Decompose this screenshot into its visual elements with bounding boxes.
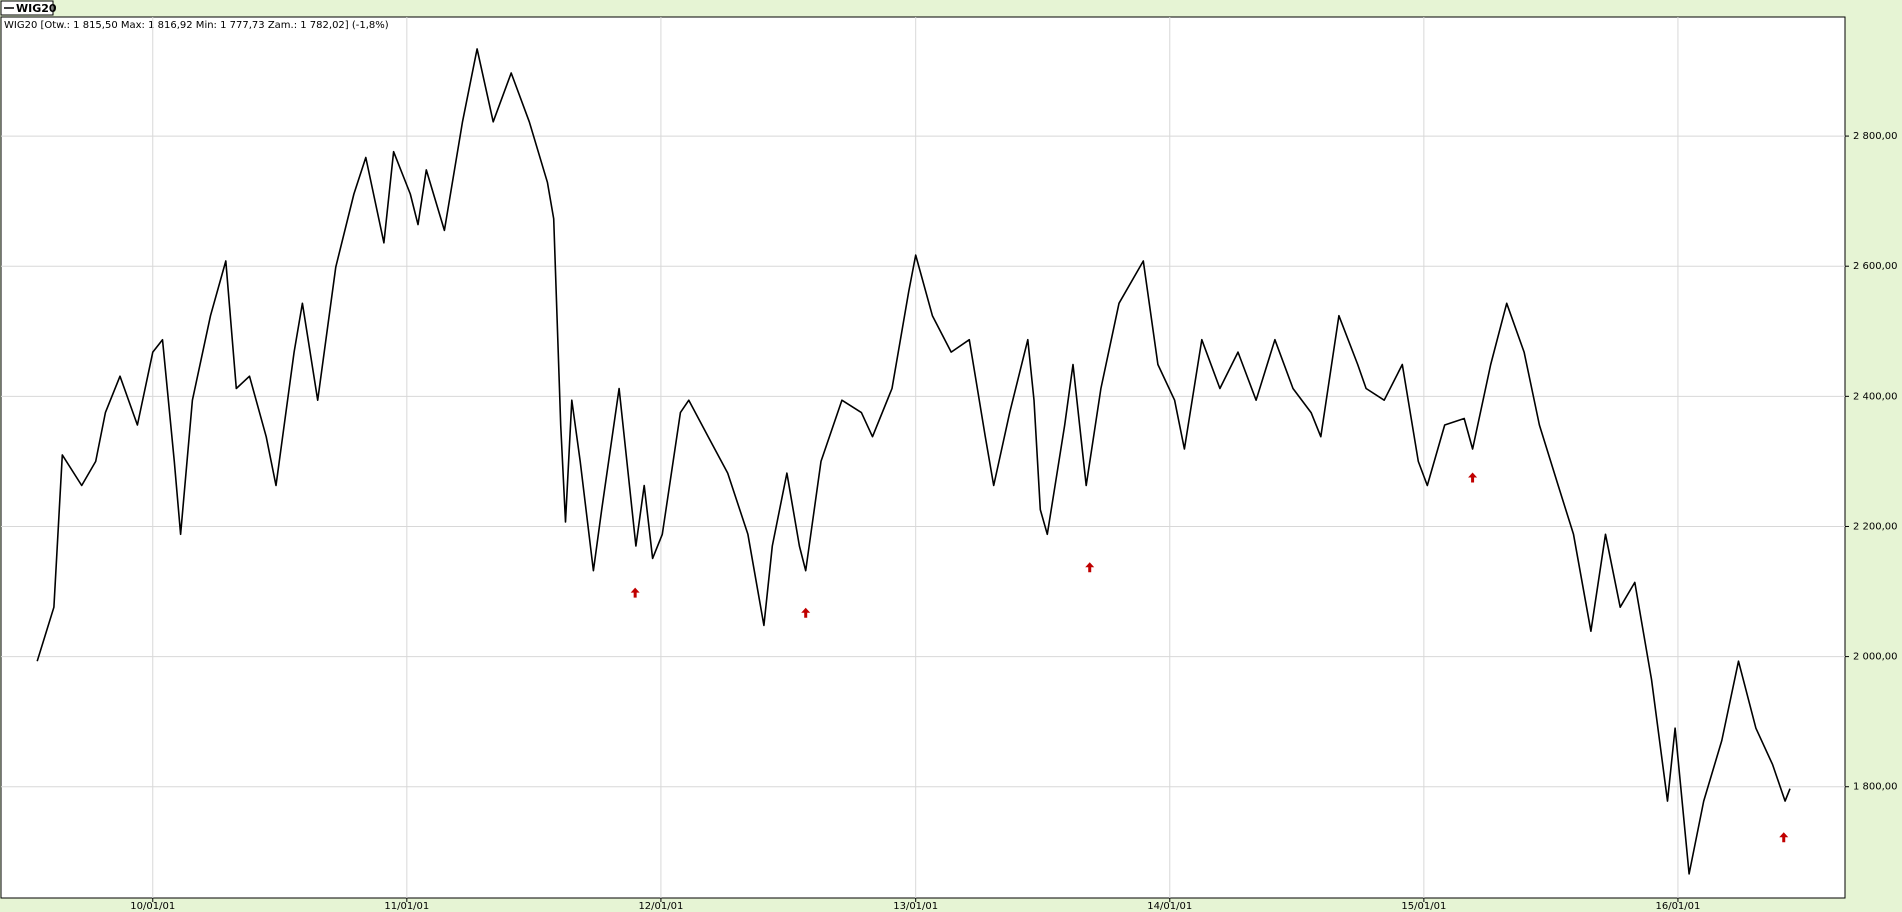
y-tick-label: 2 400,00	[1853, 391, 1898, 402]
signal-arrow	[1468, 472, 1478, 483]
x-tick-label: 14/01/01	[1147, 901, 1192, 912]
x-tick-label: 10/01/01	[130, 901, 175, 912]
x-tick-label: 11/01/01	[384, 901, 429, 912]
y-tick-label: 2 800,00	[1853, 131, 1898, 142]
x-tick-label: 12/01/01	[638, 901, 683, 912]
y-tick-label: 2 200,00	[1853, 521, 1898, 532]
y-tick-label: 1 800,00	[1853, 782, 1898, 793]
signal-arrow	[630, 587, 640, 598]
signal-arrow	[1085, 562, 1095, 573]
legend-label: WIG20	[16, 2, 57, 15]
legend-box	[0, 0, 54, 16]
x-tick-label: 16/01/01	[1655, 901, 1700, 912]
signal-arrow	[801, 607, 811, 618]
x-tick-label: 15/01/01	[1401, 901, 1446, 912]
price-line	[36, 48, 1791, 875]
signal-arrow	[1779, 832, 1789, 843]
y-tick-label: 2 000,00	[1853, 652, 1898, 663]
chart-subtitle: WIG20 [Otw.: 1 815,50 Max: 1 816,92 Min:…	[4, 20, 389, 31]
plot-area	[0, 16, 1846, 899]
y-tick-label: 2 600,00	[1853, 261, 1898, 272]
x-tick-label: 13/01/01	[893, 901, 938, 912]
